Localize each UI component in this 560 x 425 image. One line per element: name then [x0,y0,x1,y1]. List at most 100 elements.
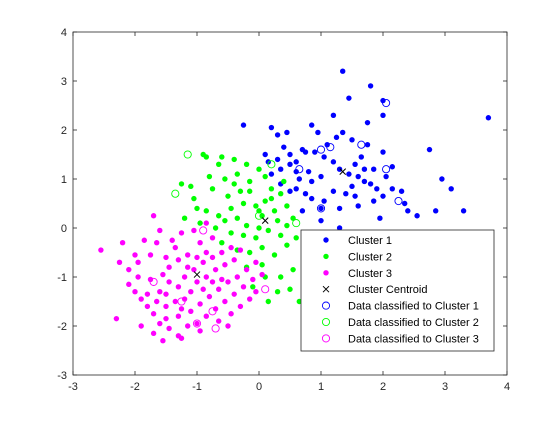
cluster-3-point [150,213,157,219]
cluster-1-point [433,208,439,214]
cluster-2-point [247,178,253,185]
data-classified-to-cluster-1-point [326,143,335,152]
cluster-3-point [116,259,123,265]
cluster-3-point [163,291,169,297]
data-classified-to-cluster-3-point [177,297,186,306]
cluster-3-point [144,303,151,310]
cluster-1-point [383,173,389,180]
cluster-3-point [175,284,182,290]
x-tick-label: 0 [256,381,262,393]
cluster-1-point [367,83,374,89]
data-classified-to-cluster-3-point [261,285,270,294]
cluster-2-point [240,232,247,239]
cluster-2-point [243,222,250,229]
data-marks [98,68,492,344]
y-tick-label: 3 [61,76,67,88]
cluster-2-point [200,151,206,158]
cluster-3-point [206,293,213,300]
cluster-3-point [157,320,163,327]
cluster-2-point [237,188,244,194]
legend-marker-cluster-1 [323,237,329,243]
cluster-2-point [222,176,228,182]
cluster-3-point [138,296,144,302]
cluster-3-point [154,298,160,305]
cluster-1-point [336,205,343,212]
cluster-2-point [265,227,271,234]
cluster-1-point [278,166,284,172]
cluster-1-point [318,173,324,180]
cluster-1-point [355,173,361,180]
cluster-1-point [268,124,275,131]
cluster-1-point [315,129,321,136]
cluster-3-point [228,311,234,317]
x-tick-label: -2 [130,381,140,393]
legend-marker-cluster-centroid [322,285,330,293]
cluster-3-point [113,315,120,322]
data-classified-to-cluster-3-point [208,307,217,316]
cluster-2-point [274,289,281,295]
cluster-3-point [132,289,138,295]
data-classified-to-cluster-1-point [295,165,304,174]
cluster-2-point [253,203,259,209]
x-tick-label: 4 [504,381,510,393]
cluster-2-point [231,156,237,163]
cluster-1-point [439,176,445,182]
cluster-1-point [309,178,315,185]
cluster-1-point [346,95,352,101]
cluster-3-point [157,289,163,295]
cluster-centroid-point [193,271,201,278]
data-classified-to-cluster-1-point [316,204,326,213]
cluster-3-point [222,298,228,305]
cluster-3-point [135,259,141,265]
cluster-3-point [197,328,203,334]
cluster-1-point [377,215,383,221]
cluster-3-point [209,254,216,261]
cluster-3-point [209,235,216,241]
cluster-3-point [178,306,185,312]
legend-marker-cluster-centroid-stroke [322,285,330,293]
cluster-2-point [287,286,293,292]
cluster-1-point [380,193,386,199]
cluster-2-point [212,225,219,231]
cluster-3-point [175,257,182,263]
cluster-3-point [250,276,256,283]
y-tick-label: 4 [61,27,67,39]
cluster-1-point [402,200,408,207]
x-tick-label: -3 [68,381,78,393]
cluster-3-point [178,230,185,236]
cluster-1-point [460,208,467,214]
cluster-1-point [352,193,358,199]
x-tick-label: 3 [442,381,448,393]
cluster-1-point [361,178,368,185]
cluster-1-point [309,122,315,128]
cluster-1-point [343,191,349,197]
legend-label-cluster-3: Cluster 3 [348,268,392,280]
cluster-2-point [284,203,290,209]
x-tick-label: 1 [318,381,324,393]
cluster-1-point [312,149,318,155]
data-classified-to-cluster-3-point [192,319,202,328]
data-classified-to-cluster-1-point [357,140,366,149]
cluster-1-point [364,119,371,126]
cluster-3-point [212,266,219,273]
cluster-3-point [203,313,209,319]
cluster-2-point [234,215,240,221]
data-classified-to-cluster-2-point [292,219,301,228]
data-classified-to-cluster-2-point [254,211,264,220]
cluster-1-point [287,161,293,167]
cluster-2-point [268,186,275,192]
cluster-1-point [485,115,492,121]
cluster-3-point [253,289,259,295]
cluster-1-point [371,166,377,172]
cluster-2-point [256,166,262,172]
cluster-1-point [293,159,299,165]
legend-marker-cluster-2 [323,253,329,260]
cluster-1-point [352,161,358,167]
cluster-1-point [287,188,293,194]
cluster-1-point [405,208,411,214]
cluster-3-point [200,259,206,265]
cluster-3-point [203,220,209,226]
cluster-1-point [389,164,395,170]
legend-label-cluster-centroid: Cluster Centroid [348,284,427,296]
